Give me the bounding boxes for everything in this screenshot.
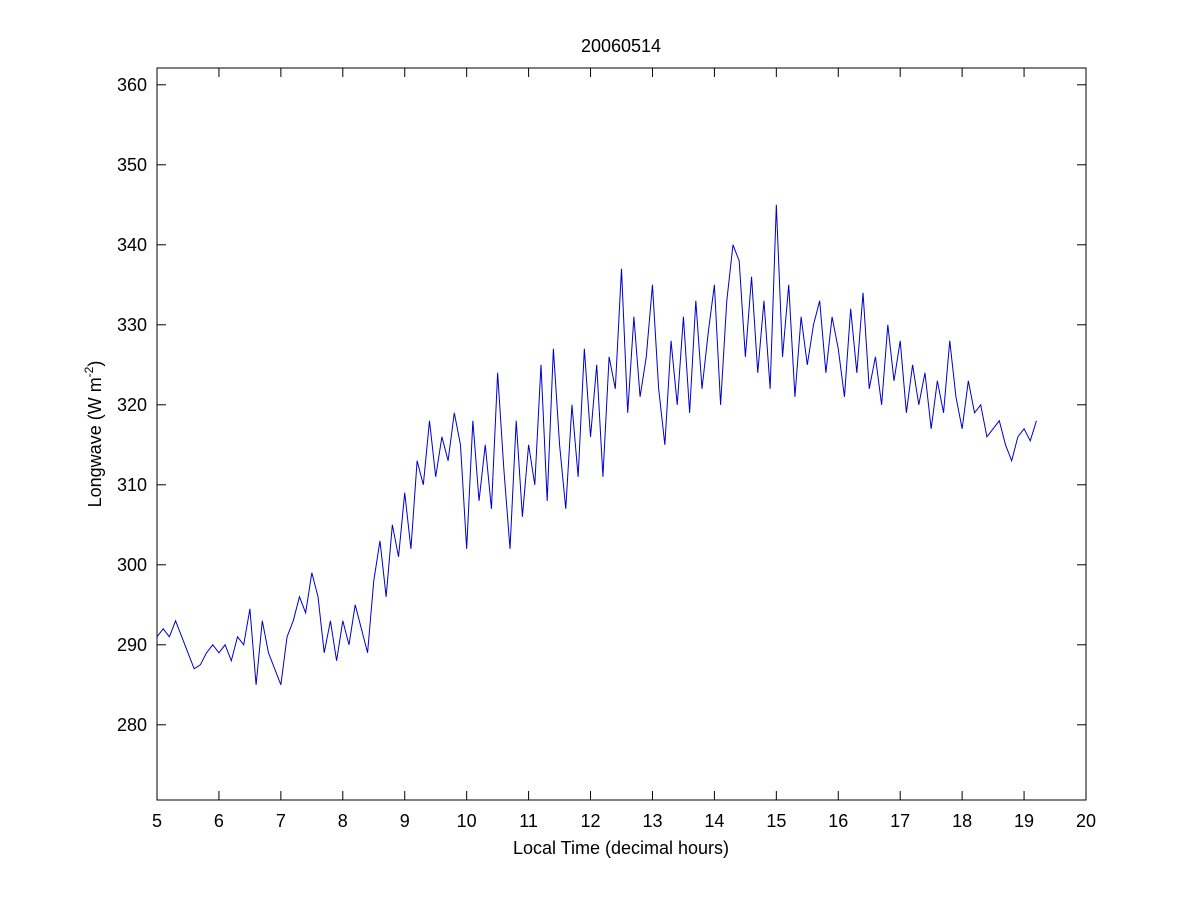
y-tick-label: 290	[117, 635, 147, 655]
x-tick-label: 5	[152, 811, 162, 831]
x-tick-label: 19	[1014, 811, 1034, 831]
x-tick-label: 16	[828, 811, 848, 831]
x-tick-label: 13	[642, 811, 662, 831]
x-tick-label: 9	[400, 811, 410, 831]
x-tick-label: 15	[766, 811, 786, 831]
y-tick-label: 350	[117, 155, 147, 175]
x-tick-label: 12	[581, 811, 601, 831]
x-tick-label: 14	[704, 811, 724, 831]
y-tick-label: 330	[117, 315, 147, 335]
x-tick-label: 17	[890, 811, 910, 831]
x-tick-label: 11	[519, 811, 538, 831]
y-label-text: Longwave (W m	[85, 377, 105, 507]
x-tick-label: 10	[457, 811, 477, 831]
x-tick-label: 8	[338, 811, 348, 831]
y-label-end: )	[85, 361, 105, 367]
y-tick-label: 280	[117, 715, 147, 735]
y-tick-label: 360	[117, 75, 147, 95]
y-tick-label: 300	[117, 555, 147, 575]
y-axis-label: Longwave (W m-2)	[82, 361, 105, 508]
x-axis-label: Local Time (decimal hours)	[513, 838, 729, 858]
x-tick-label: 20	[1076, 811, 1096, 831]
x-tick-label: 7	[276, 811, 286, 831]
plot-area	[156, 67, 1087, 801]
data-line	[156, 204, 1037, 685]
y-label-sup: -2	[82, 366, 96, 377]
y-tick-label: 320	[117, 395, 147, 415]
chart-title: 20060514	[581, 36, 661, 56]
y-tick-label: 310	[117, 475, 147, 495]
x-tick-label: 18	[952, 811, 972, 831]
y-tick-label: 340	[117, 235, 147, 255]
x-tick-label: 6	[214, 811, 224, 831]
